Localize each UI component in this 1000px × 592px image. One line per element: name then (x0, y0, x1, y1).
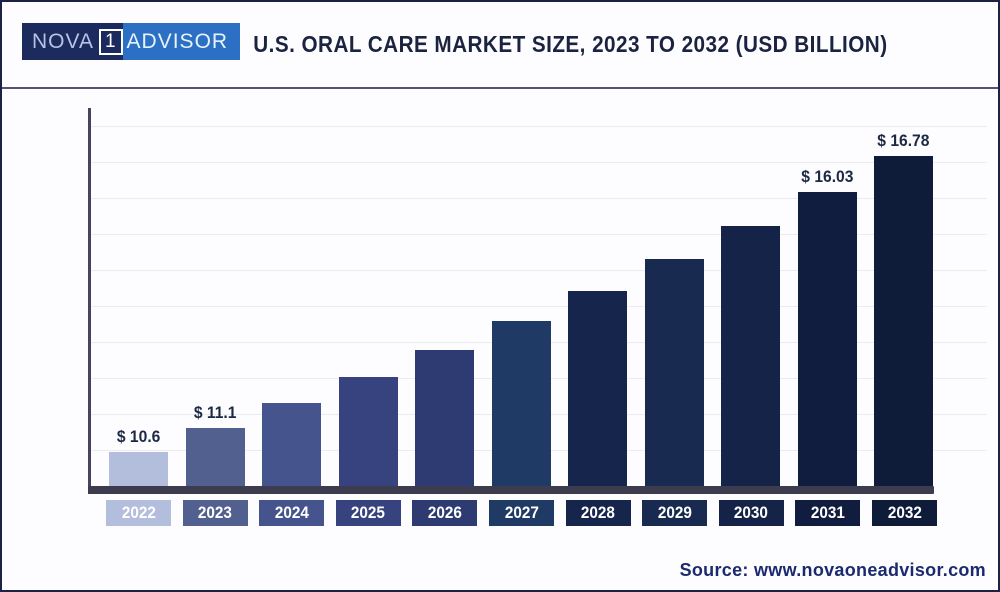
bar-group-2030 (721, 226, 780, 486)
bar-group-2022: $ 10.6 (109, 427, 168, 486)
source-text: Source: www.novaoneadvisor.com (679, 560, 986, 580)
bar-value-label-2031: $ 16.03 (800, 167, 854, 186)
bar-2030 (721, 226, 780, 486)
y-axis-line (88, 108, 91, 494)
x-axis-label-2025: 2025 (335, 500, 401, 526)
bar-group-2026 (415, 350, 474, 486)
logo-advisor-segment: ADVISOR (122, 23, 241, 60)
bar-group-2024 (262, 403, 321, 486)
bar-value-label-2032: $ 16.78 (877, 131, 930, 150)
bar-group-2029 (644, 259, 704, 486)
bar-group-2025 (338, 377, 398, 486)
bar-value-label-2023: $ 11.1 (193, 403, 237, 422)
bar-2022 (109, 452, 168, 486)
bar-2023 (185, 428, 245, 486)
bar-2027 (491, 321, 551, 486)
title-container: U.S. ORAL CARE MARKET SIZE, 2023 TO 2032… (197, 2, 943, 86)
x-axis-label-2023: 2023 (182, 500, 248, 526)
bar-2031 (797, 192, 857, 486)
x-axis-label-2027: 2027 (488, 500, 554, 526)
bar-group-2027 (491, 321, 551, 486)
bar-group-2028 (568, 291, 627, 486)
x-axis-label-2024: 2024 (259, 500, 325, 526)
x-axis-label-2031: 2031 (795, 500, 861, 526)
bar-2026 (415, 350, 474, 486)
x-axis-line (88, 486, 934, 494)
bar-group-2032: $ 16.78 (874, 131, 933, 486)
x-axis-label-2028: 2028 (565, 500, 631, 526)
header: NOVA 1 ADVISOR U.S. ORAL CARE MARKET SIZ… (2, 2, 998, 89)
bar-group-2031: $ 16.03 (797, 167, 857, 486)
bar-value-label-2022: $ 10.6 (116, 427, 161, 446)
bar-2032 (874, 156, 933, 486)
bar-2025 (338, 377, 398, 486)
logo-one-box: 1 (98, 28, 123, 55)
bar-group-2023: $ 11.1 (185, 403, 245, 486)
bar-2024 (262, 403, 321, 486)
x-axis-label-2030: 2030 (718, 500, 784, 526)
nova-one-advisor-logo: NOVA 1 ADVISOR (22, 23, 241, 60)
page-title: U.S. ORAL CARE MARKET SIZE, 2023 TO 2032… (252, 30, 888, 57)
logo-nova-segment: NOVA 1 (22, 23, 123, 60)
x-axis-labels-row: 2022 2023 2024 2025 2026 2027 2028 2029 2030 2031… (106, 500, 937, 526)
logo-text-advisor: ADVISOR (126, 29, 229, 53)
x-axis-label-2022: 2022 (106, 500, 171, 526)
x-axis-label-2029: 2029 (642, 500, 708, 526)
plot-bars: $ 10.6 $ 11.1 $ 16.03 $ 16.78 (109, 102, 933, 486)
logo-text-nova: NOVA (32, 29, 94, 53)
x-axis-label-2026: 2026 (412, 500, 478, 526)
x-axis-label-2032: 2032 (871, 500, 937, 526)
header-divider (2, 87, 998, 89)
bar-2028 (568, 291, 627, 486)
bar-2029 (644, 259, 704, 486)
